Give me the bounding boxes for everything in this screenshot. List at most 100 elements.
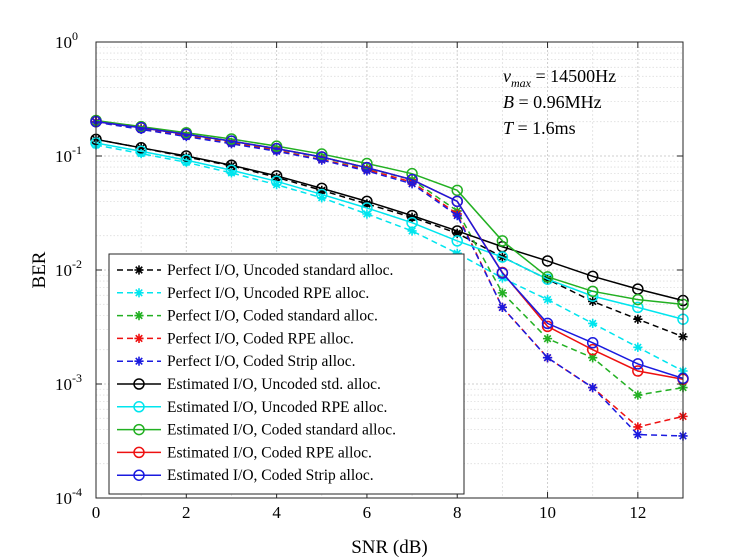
data-point: [406, 209, 418, 222]
data-point: [451, 184, 463, 197]
legend-entry: Perfect I/O, Uncoded standard alloc.: [117, 262, 393, 279]
y-tick-label: 10-1: [55, 143, 82, 166]
data-point: [633, 390, 643, 400]
y-tick-label: 10-4: [55, 485, 82, 508]
data-point: [270, 142, 283, 155]
axis-ticks: 0 2 4 6 8 10 12 100 10-1 10-2 10-3 10-4: [55, 29, 683, 522]
data-point: [541, 317, 554, 330]
legend-entry: Perfect I/O, Coded RPE alloc.: [117, 330, 354, 347]
legend-label: Estimated I/O, Coded RPE alloc.: [167, 444, 372, 461]
data-point: [136, 124, 146, 135]
data-point: [225, 164, 238, 176]
series-10: [90, 115, 689, 385]
legend-label: Perfect I/O, Uncoded standard alloc.: [167, 262, 393, 279]
data-point: [135, 142, 147, 154]
data-point: [406, 173, 418, 186]
data-point: [180, 128, 193, 141]
data-point: [181, 152, 191, 162]
data-point: [588, 382, 598, 393]
series-line: [95, 120, 684, 380]
x-axis-label: SNR (dB): [351, 537, 428, 558]
x-tick-label: 6: [363, 503, 372, 522]
y-tick-label: 10-3: [55, 371, 82, 394]
annotation-line: νmax = 14500Hz: [503, 66, 616, 90]
legend: Perfect I/O, Uncoded standard alloc. Perf…: [108, 253, 465, 495]
data-point: [135, 145, 147, 158]
data-point: [451, 235, 463, 247]
series-layer: [90, 114, 689, 441]
series-line: [95, 121, 684, 437]
data-point: [452, 228, 462, 238]
data-point: [317, 155, 327, 165]
series-line: [95, 138, 684, 302]
legend-entry: Perfect I/O, Coded standard alloc.: [117, 308, 378, 325]
data-point: [633, 314, 643, 324]
x-tick-label: 2: [182, 503, 191, 522]
data-point: [316, 188, 328, 201]
data-point: [181, 157, 191, 167]
x-tick-label: 12: [629, 503, 646, 522]
data-point: [361, 161, 373, 174]
x-tick-label: 8: [453, 503, 462, 522]
data-point: [316, 151, 328, 163]
legend-box: [108, 253, 465, 495]
legend-label: Perfect I/O, Uncoded RPE alloc.: [167, 285, 369, 302]
data-point: [632, 293, 644, 306]
legend-label: Estimated I/O, Uncoded std. alloc.: [167, 376, 381, 393]
data-point: [316, 182, 328, 195]
data-point: [541, 255, 554, 267]
x-tick-label: 4: [272, 503, 281, 522]
data-point: [272, 180, 282, 190]
legend-entry: Estimated I/O, Uncoded RPE alloc.: [117, 399, 387, 416]
legend-label: Estimated I/O, Uncoded RPE alloc.: [167, 399, 387, 416]
data-point: [586, 285, 599, 298]
data-point: [633, 342, 643, 352]
data-point: [588, 353, 598, 363]
y-axis-label: BER: [29, 251, 50, 288]
series-line: [95, 138, 684, 338]
series-line: [95, 142, 684, 320]
series-line: [95, 120, 684, 396]
series-line: [95, 119, 684, 306]
data-point: [632, 301, 644, 314]
x-tick-label: 10: [539, 503, 556, 522]
data-point: [361, 157, 373, 170]
data-point: [542, 353, 553, 363]
data-point: [632, 358, 644, 370]
legend-label: Perfect I/O, Coded RPE alloc.: [167, 330, 354, 347]
data-point: [316, 148, 328, 160]
data-point: [317, 193, 327, 203]
legend-label: Perfect I/O, Coded Strip alloc.: [167, 353, 356, 370]
legend-entry: Perfect I/O, Uncoded RPE alloc.: [117, 285, 369, 302]
data-point: [317, 185, 327, 195]
data-point: [181, 131, 191, 142]
data-point: [272, 172, 282, 182]
data-point: [542, 334, 553, 344]
data-point: [180, 154, 193, 166]
data-point: [588, 318, 598, 329]
data-point: [542, 294, 553, 305]
data-point: [407, 226, 417, 236]
data-point: [541, 271, 554, 283]
data-point: [586, 337, 599, 349]
data-point: [452, 248, 462, 258]
data-point: [225, 135, 238, 147]
legend-label: Estimated I/O, Coded standard alloc.: [167, 422, 396, 439]
data-point: [361, 202, 373, 214]
data-point: [226, 168, 237, 178]
annotation-line: B = 0.96MHz: [503, 92, 602, 112]
data-point: [452, 211, 462, 221]
legend-entry: Estimated I/O, Coded Strip alloc.: [117, 467, 374, 484]
legend-label: Perfect I/O, Coded standard alloc.: [167, 308, 378, 325]
data-point: [497, 302, 507, 312]
legend-entry: Estimated I/O, Coded RPE alloc.: [117, 444, 372, 461]
data-point: [180, 150, 193, 162]
data-point: [496, 235, 509, 247]
data-point: [496, 251, 509, 263]
series-line: [95, 144, 684, 372]
data-point: [362, 166, 372, 176]
legend-entry: Estimated I/O, Coded standard alloc.: [117, 422, 396, 439]
data-point: [406, 216, 418, 229]
